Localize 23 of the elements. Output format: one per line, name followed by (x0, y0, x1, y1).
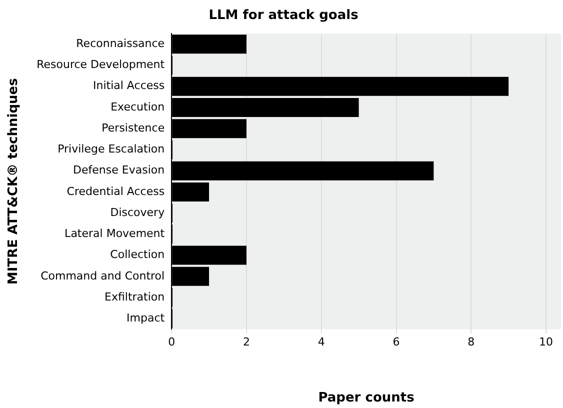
y-tick-label: Initial Access (93, 79, 165, 92)
x-axis-title: Paper counts (318, 390, 415, 406)
y-tick-label: Privilege Escalation (58, 142, 165, 156)
y-tick-label: Persistence (102, 121, 165, 134)
chart-title: LLM for attack goals (208, 8, 359, 24)
x-tick-label: 8 (468, 336, 475, 349)
x-tick-label: 0 (168, 336, 176, 349)
x-tick-label: 10 (539, 336, 554, 349)
y-tick-label: Defense Evasion (73, 164, 165, 177)
y-tick-label: Command and Control (40, 269, 165, 282)
y-tick-label: Resource Development (36, 58, 166, 72)
y-tick-label: Credential Access (66, 184, 165, 198)
y-tick-label: Lateral Movement (64, 227, 166, 240)
x-tick-label: 4 (318, 336, 325, 349)
y-tick-label: Impact (126, 312, 166, 324)
y-tick-label: Discovery (110, 206, 166, 219)
x-tick-label: 6 (392, 336, 400, 349)
y-tick-label: Collection (110, 248, 165, 262)
x-tick-label: 2 (242, 336, 250, 349)
y-tick-label: Execution (110, 100, 165, 114)
y-axis-title: MITRE ATT&CK® techniques (6, 78, 22, 285)
y-tick-label: Reconnaissance (76, 37, 165, 50)
y-tick-label: Exfiltration (104, 290, 165, 304)
